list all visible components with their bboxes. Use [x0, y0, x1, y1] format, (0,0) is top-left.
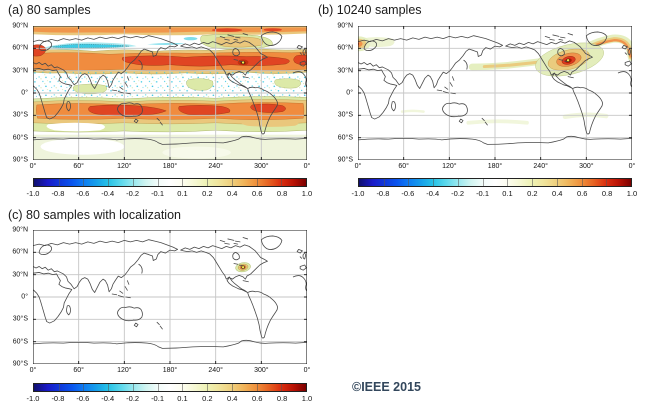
- cb-tick-label: -0.6: [76, 394, 90, 403]
- cb-tick-label: 0.1: [177, 394, 188, 403]
- panel-c-lon-axis: 0° 60° 120° 180° 240° 300° 0°: [29, 367, 311, 376]
- lon-label: 120°: [117, 163, 132, 170]
- panel-c-lat-axis: 90°N 60°N 30°N 0° 30°S 60°S 90°S: [0, 226, 30, 368]
- cb-tick-label: 0.4: [552, 189, 563, 198]
- cb-tick-label: -0.6: [401, 189, 415, 198]
- cb-tick-label: -0.8: [376, 189, 390, 198]
- lat-label: 0°: [21, 89, 28, 97]
- cb-tick-label: 1.0: [626, 189, 638, 198]
- lat-label: 90°N: [337, 22, 353, 30]
- lon-label: 0°: [303, 163, 311, 170]
- colorbar-a-labels: -1.0 -0.8 -0.6 -0.4 -0.2 -0.1 0.1 0.2 0.…: [27, 189, 313, 199]
- cb-tick-label: -1.0: [26, 394, 40, 403]
- colorbar-panel-b: [358, 178, 632, 187]
- lon-label: 300°: [579, 163, 594, 170]
- lat-label: 90°S: [12, 360, 28, 368]
- cb-tick-label: -0.1: [151, 394, 164, 403]
- cb-tick-label: -0.1: [151, 189, 164, 198]
- cb-tick-label: -0.4: [101, 189, 115, 198]
- lon-label: 180°: [162, 163, 178, 170]
- lon-label: 60°: [398, 163, 409, 170]
- cb-tick-label: -0.6: [76, 189, 90, 198]
- panel-a-title: (a) 80 samples: [8, 3, 91, 17]
- lon-label: 0°: [303, 367, 311, 374]
- cb-tick-label: 0.1: [502, 189, 513, 198]
- lon-label: 300°: [254, 367, 269, 374]
- cb-tick-label: 1.0: [301, 394, 313, 403]
- lat-label: 30°N: [12, 271, 28, 279]
- cb-tick-label: 0.8: [276, 394, 288, 403]
- lon-label: 0°: [29, 163, 37, 170]
- lon-label: 0°: [29, 367, 37, 374]
- lon-label: 180°: [487, 163, 503, 170]
- panel-a-lon-axis: 0° 60° 120° 180° 240° 300° 0°: [29, 163, 311, 172]
- lat-label: 90°S: [12, 156, 28, 164]
- cb-tick-label: -0.4: [101, 394, 115, 403]
- cb-tick-label: 0.2: [202, 189, 213, 198]
- lon-label: 240°: [533, 163, 548, 170]
- lat-label: 60°N: [12, 248, 28, 256]
- lon-label: 120°: [442, 163, 457, 170]
- cb-tick-label: -0.1: [476, 189, 489, 198]
- cb-tick-label: -0.4: [426, 189, 440, 198]
- panel-b-lat-axis: 90°N 60°N 30°N 0° 30°S 60°S 90°S: [325, 22, 355, 164]
- lon-label: 240°: [208, 163, 223, 170]
- lat-label: 30°S: [12, 111, 28, 119]
- cb-tick-label: 0.2: [527, 189, 538, 198]
- cb-tick-label: 0.1: [177, 189, 188, 198]
- cb-tick-label: -0.2: [126, 189, 140, 198]
- cb-tick-label: -0.2: [126, 394, 140, 403]
- colorbar-panel-a: [33, 178, 307, 187]
- lat-label: 60°S: [337, 134, 353, 142]
- lat-label: 60°S: [12, 134, 28, 142]
- cb-tick-label: -0.8: [51, 394, 65, 403]
- lon-label: 180°: [162, 367, 178, 374]
- cb-tick-label: 0.4: [227, 189, 238, 198]
- lat-label: 30°S: [12, 315, 28, 323]
- lat-label: 30°S: [337, 111, 353, 119]
- copyright-text: ©IEEE 2015: [352, 380, 421, 394]
- lat-label: 90°N: [12, 226, 28, 234]
- lon-label: 120°: [117, 367, 132, 374]
- cb-tick-label: -0.8: [51, 189, 65, 198]
- cb-tick-label: 1.0: [301, 189, 313, 198]
- cb-tick-label: 0.2: [202, 394, 213, 403]
- colorbar-b-labels: -1.0 -0.8 -0.6 -0.4 -0.2 -0.1 0.1 0.2 0.…: [352, 189, 638, 199]
- lat-label: 90°S: [337, 156, 353, 164]
- lat-label: 60°N: [12, 44, 28, 52]
- map-panel-c: [33, 230, 307, 364]
- lon-label: 0°: [354, 163, 362, 170]
- lon-label: 240°: [208, 367, 223, 374]
- lat-label: 0°: [21, 293, 28, 301]
- cb-tick-label: 0.6: [251, 394, 263, 403]
- map-panel-b: [358, 26, 632, 160]
- panel-a-lat-axis: 90°N 60°N 30°N 0° 30°S 60°S 90°S: [0, 22, 30, 164]
- panel-b-lon-axis: 0° 60° 120° 180° 240° 300° 0°: [354, 163, 636, 172]
- cb-tick-label: -1.0: [26, 189, 40, 198]
- colorbar-c-labels: -1.0 -0.8 -0.6 -0.4 -0.2 -0.1 0.1 0.2 0.…: [27, 394, 313, 404]
- lon-label: 300°: [254, 163, 269, 170]
- lat-label: 60°N: [337, 44, 353, 52]
- cb-tick-label: 0.8: [276, 189, 288, 198]
- map-panel-a: [33, 26, 307, 160]
- cb-tick-label: 0.6: [576, 189, 588, 198]
- lat-label: 30°N: [337, 67, 353, 75]
- lon-label: 0°: [628, 163, 636, 170]
- cb-tick-label: -1.0: [351, 189, 365, 198]
- lon-label: 60°: [73, 367, 84, 374]
- panel-c-title: (c) 80 samples with localization: [8, 208, 181, 222]
- lat-label: 30°N: [12, 67, 28, 75]
- panel-b-title: (b) 10240 samples: [318, 3, 422, 17]
- lat-label: 60°S: [12, 338, 28, 346]
- cb-tick-label: -0.2: [451, 189, 465, 198]
- cb-tick-label: 0.6: [251, 189, 263, 198]
- lon-label: 60°: [73, 163, 84, 170]
- colorbar-panel-c: [33, 383, 307, 392]
- cb-tick-label: 0.8: [601, 189, 613, 198]
- lat-label: 90°N: [12, 22, 28, 30]
- lat-label: 0°: [346, 89, 353, 97]
- cb-tick-label: 0.4: [227, 394, 238, 403]
